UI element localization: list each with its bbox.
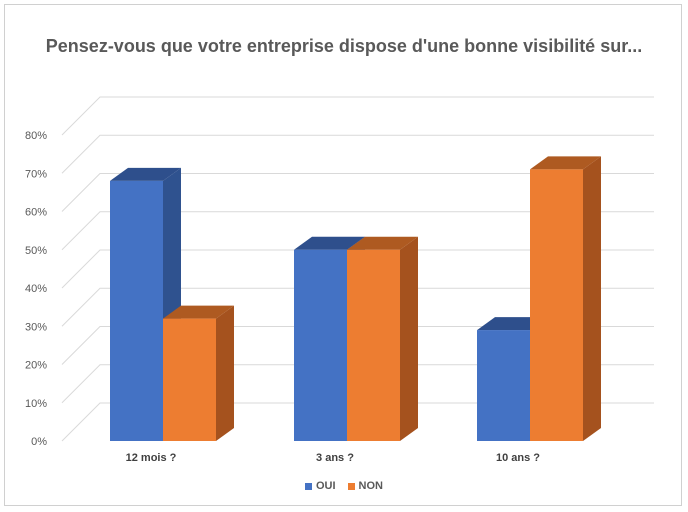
gridline — [61, 326, 654, 365]
chart-title: Pensez-vous que votre entreprise dispose… — [45, 36, 643, 56]
legend-swatch-non — [347, 482, 355, 490]
bar-non-1 — [347, 236, 418, 441]
bar-top — [347, 236, 418, 250]
category-label: 10 ans ? — [496, 452, 540, 464]
legend-label-oui: OUI — [315, 480, 336, 492]
bars — [110, 156, 601, 442]
gridlines — [61, 96, 654, 442]
bar-side — [583, 156, 601, 442]
category-label: 12 mois ? — [126, 452, 177, 464]
gridline — [61, 287, 654, 327]
category-label: 3 ans ? — [316, 452, 354, 464]
bar-front — [347, 249, 400, 441]
y-tick-label: 30% — [25, 321, 47, 333]
bar-non-2 — [530, 156, 601, 442]
y-tick-label: 80% — [25, 130, 47, 142]
y-tick-label: 0% — [31, 436, 47, 448]
bar-top — [110, 167, 181, 181]
x-axis-categories: 12 mois ? 3 ans ? 10 ans ? — [126, 452, 541, 464]
bar-top — [530, 156, 601, 170]
legend-swatch-oui — [304, 482, 312, 490]
bar-front — [477, 330, 530, 441]
gridline — [61, 211, 654, 251]
y-tick-label: 10% — [25, 398, 47, 410]
gridline — [61, 364, 654, 404]
legend: OUI NON — [0, 480, 688, 492]
legend-label-non: NON — [358, 480, 383, 492]
gridline — [61, 249, 654, 289]
y-tick-label: 50% — [25, 245, 47, 257]
y-tick-label: 20% — [25, 360, 47, 372]
gridline — [61, 173, 654, 212]
y-tick-label: 70% — [25, 168, 47, 180]
bar-side — [216, 305, 234, 441]
bar-non-0 — [163, 305, 234, 441]
bar-front — [530, 169, 583, 442]
bar-front — [110, 180, 163, 441]
bar-side — [400, 236, 418, 441]
y-tick-label: 60% — [25, 207, 47, 219]
gridline — [61, 402, 654, 442]
y-axis-ticks: 0% 10% 20% 30% 40% 50% 60% 70% 80% — [25, 130, 47, 448]
legend-item-oui: OUI — [304, 480, 336, 492]
bar-top — [163, 305, 234, 319]
bar-front — [294, 249, 347, 441]
legend-item-non: NON — [347, 480, 383, 492]
y-tick-label: 40% — [25, 283, 47, 295]
gridline — [61, 96, 654, 136]
bar-front — [163, 318, 216, 441]
bar-top — [294, 236, 365, 250]
gridline — [61, 134, 654, 174]
